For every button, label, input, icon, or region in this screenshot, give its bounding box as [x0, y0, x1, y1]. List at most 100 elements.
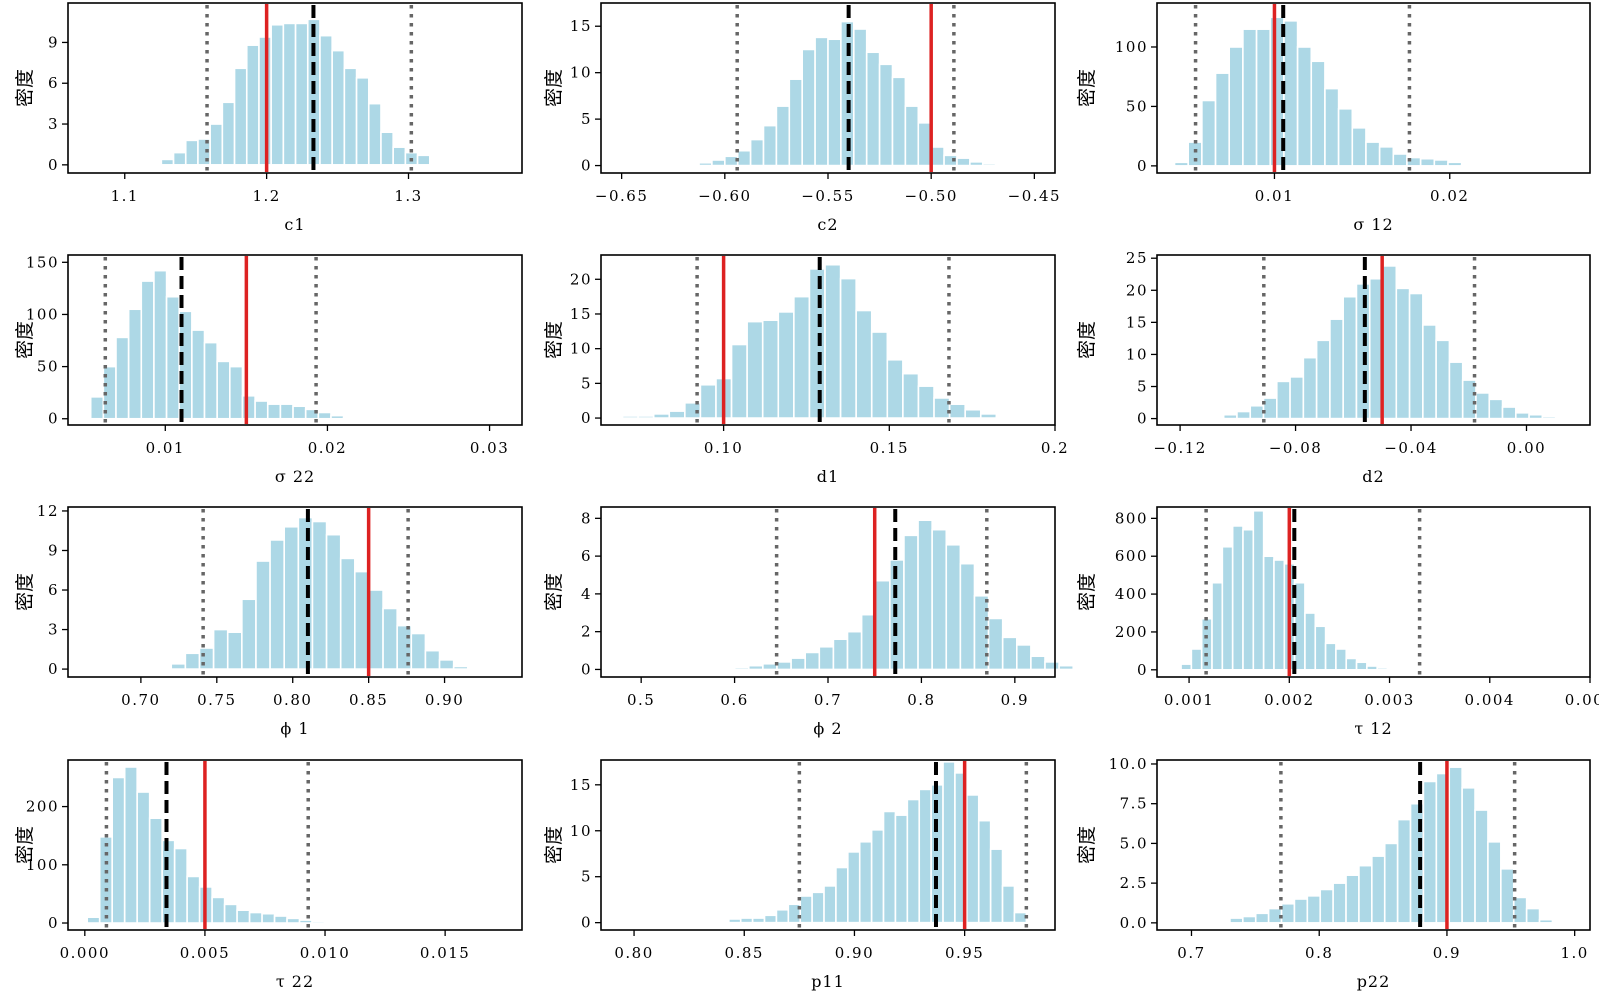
x-tick-label: 0.15 — [870, 439, 909, 457]
histogram-bar — [298, 919, 313, 924]
histogram-bar — [211, 896, 226, 924]
histogram-bar — [339, 557, 356, 670]
histogram-bar — [685, 163, 700, 167]
histogram-panel-9: 0.001 0.002 0.003 0.004 0.005 0 200 400 600 800 τ … — [1076, 506, 1599, 738]
x-tick-label: 0.5 — [627, 691, 655, 709]
histogram-bar — [1001, 885, 1016, 924]
histogram-bar — [776, 661, 792, 671]
histogram-bar — [1273, 559, 1286, 671]
histogram-bar — [930, 146, 945, 167]
histogram-bar — [1337, 108, 1354, 167]
histogram-bar — [410, 632, 427, 670]
histogram-bar — [1501, 406, 1517, 420]
histogram-bar — [746, 320, 764, 419]
histogram-bar — [209, 123, 224, 166]
histogram-bar — [248, 911, 263, 924]
histogram-bar — [336, 921, 351, 924]
histogram-bar — [1500, 868, 1515, 924]
histogram-bar — [136, 791, 151, 924]
x-tick-label: 0.9 — [1433, 944, 1461, 962]
histogram-bar — [140, 280, 155, 420]
y-tick-label: 3 — [48, 115, 59, 133]
histogram-bar — [1236, 410, 1252, 420]
histogram-bar — [1332, 882, 1347, 924]
histogram-bar — [788, 78, 804, 167]
histogram-panel-5: 0.10 0.15 0.2 0 5 10 15 20 d1 密度 — [543, 254, 1069, 486]
y-tick-label: 15 — [570, 305, 592, 323]
histogram-bar — [297, 516, 314, 670]
histogram-bar — [969, 161, 984, 167]
histogram-bar — [814, 36, 829, 167]
y-tick-label: 6 — [48, 74, 59, 92]
histogram-bar — [808, 268, 826, 419]
histogram-bar — [424, 649, 441, 670]
histogram-bar — [981, 162, 997, 167]
histogram-bars — [719, 519, 1075, 671]
histogram-bar — [835, 866, 849, 924]
x-axis-label: σ 12 — [1353, 215, 1393, 234]
histogram-bar — [945, 543, 962, 671]
histogram-bar — [438, 659, 455, 670]
histogram-bars — [1180, 509, 1420, 671]
x-axis-label: d2 — [1362, 467, 1384, 486]
histogram-bar — [186, 875, 201, 924]
histogram-bar — [1407, 668, 1420, 671]
histogram-bar — [761, 319, 780, 419]
histogram-bar — [198, 647, 215, 670]
histogram-bar — [1460, 163, 1477, 167]
x-tick-label: −0.12 — [1153, 439, 1206, 457]
y-tick-label: 10.0 — [1109, 755, 1148, 773]
histogram-bar — [747, 664, 764, 671]
histogram-bar — [956, 157, 971, 167]
y-tick-label: 0.0 — [1120, 914, 1148, 932]
histogram-bar — [790, 657, 807, 671]
histogram-bar — [878, 63, 894, 167]
x-tick-label: 0.2 — [1041, 439, 1069, 457]
y-axis-label: 密度 — [543, 69, 565, 107]
histogram-bar — [719, 667, 736, 671]
y-tick-label: 10 — [1126, 345, 1148, 363]
y-tick-label: 10 — [570, 340, 592, 358]
histogram-bar — [292, 405, 307, 420]
y-tick-label: 25 — [1126, 249, 1148, 267]
histogram-bar — [1324, 642, 1337, 671]
histogram-bar — [668, 410, 686, 419]
histogram-bar — [1058, 664, 1075, 671]
histogram-bar — [1173, 161, 1190, 167]
x-tick-label: 0.000 — [60, 944, 110, 962]
histogram-bar — [917, 385, 935, 419]
histogram-bar — [1289, 376, 1305, 420]
plot-frame — [67, 2, 523, 174]
histogram-bar — [1538, 918, 1554, 924]
histogram-bar — [763, 914, 778, 924]
histogram-bar — [995, 415, 1013, 419]
histogram-bar — [989, 848, 1004, 924]
y-tick-label: 150 — [26, 253, 59, 271]
histogram-bar — [777, 311, 795, 419]
y-tick-label: 600 — [1115, 547, 1148, 565]
histogram-bar — [1512, 896, 1528, 924]
histogram-bar — [811, 891, 825, 924]
y-tick-label: 15 — [570, 776, 592, 794]
x-tick-label: 0.85 — [725, 944, 764, 962]
histogram-bar — [904, 105, 920, 167]
x-tick-label: 0.01 — [1255, 187, 1294, 205]
histogram-bar — [1214, 72, 1231, 167]
histogram-bar — [367, 102, 382, 166]
histogram-bars — [728, 761, 1028, 924]
histogram-bar — [1461, 787, 1476, 924]
x-axis-label: ϕ 1 — [280, 719, 309, 738]
histogram-bar — [203, 341, 218, 420]
y-tick-label: 100 — [26, 305, 59, 323]
y-tick-label: 0 — [1137, 410, 1148, 428]
x-tick-label: −0.50 — [904, 187, 957, 205]
y-axis-label: 密度 — [14, 321, 36, 359]
y-axis-label: 密度 — [543, 321, 565, 359]
histogram-bar — [858, 840, 873, 924]
histogram-bar — [241, 394, 256, 420]
y-tick-label: 400 — [1115, 585, 1148, 603]
histogram-bar — [1180, 663, 1193, 671]
histogram-bar — [286, 917, 301, 924]
histogram-bar — [882, 810, 897, 924]
histogram-bar — [1365, 141, 1381, 167]
